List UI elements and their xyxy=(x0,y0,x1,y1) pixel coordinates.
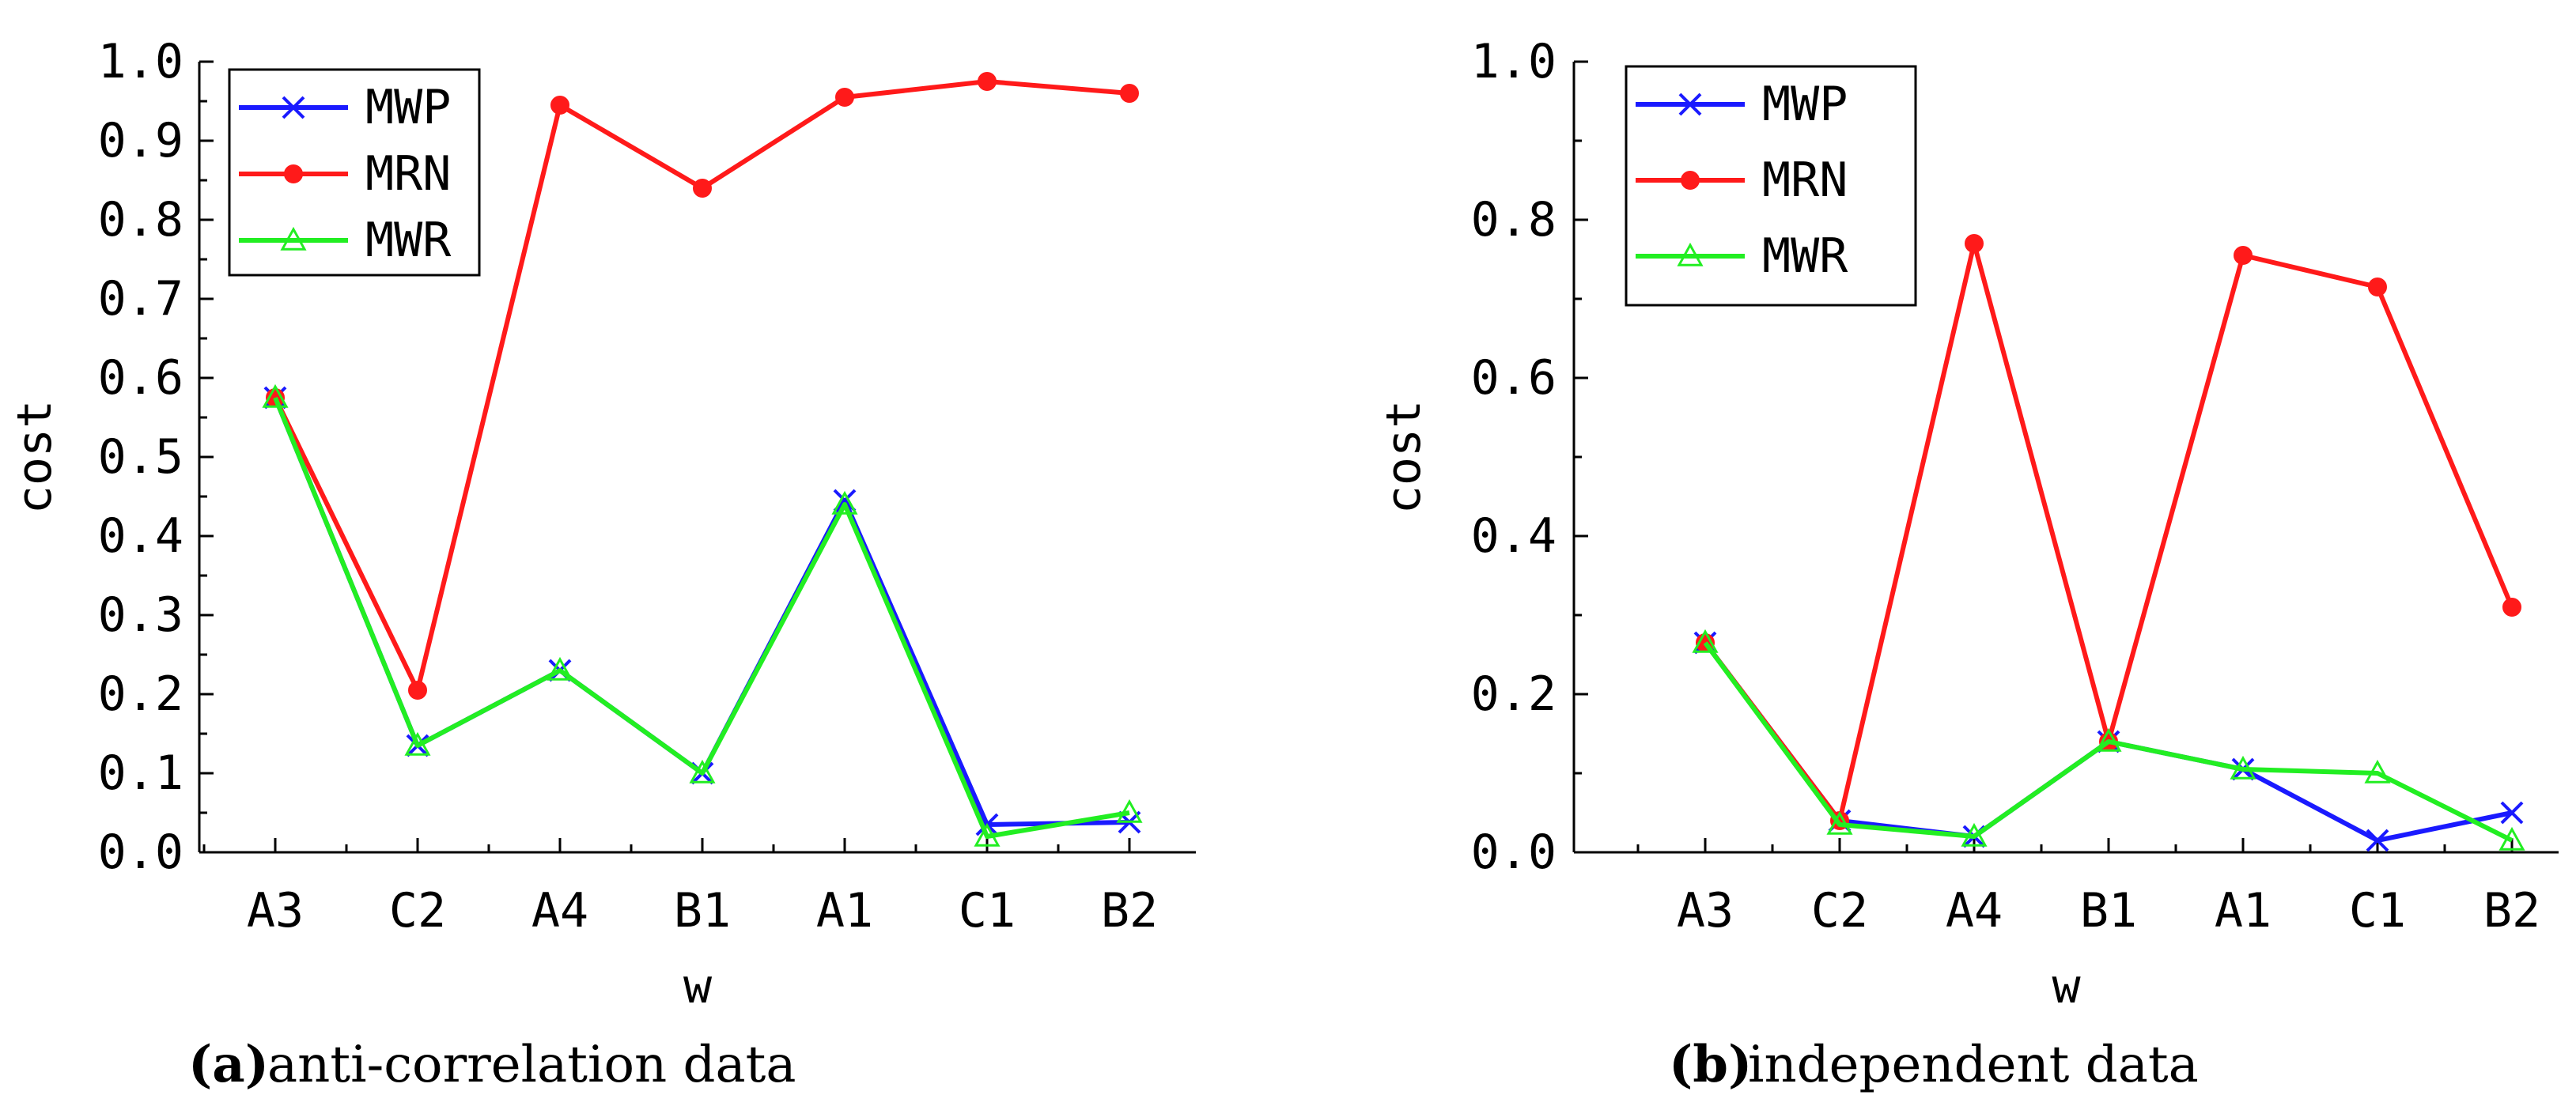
x-tick-label: A1 xyxy=(816,883,873,938)
chart-panel-b: 0.0 0.2 0.4 0.6 0.8 1.0 A3 C2 A4 B1 A1 C1 B2 w cost MWP… xyxy=(1376,34,2559,1094)
data-point xyxy=(831,490,858,515)
legend: MWP MRN MWR xyxy=(228,68,481,277)
data-point xyxy=(2368,278,2387,296)
legend-marker-mwp xyxy=(282,96,305,119)
data-point xyxy=(2234,246,2253,265)
legend-label-mwp: MWP xyxy=(365,80,451,135)
data-point xyxy=(2230,755,2256,780)
legend-marker-mwr xyxy=(280,226,307,251)
legend-marker-mrn xyxy=(284,164,303,183)
data-point xyxy=(978,72,997,91)
data-point xyxy=(1116,799,1143,823)
caption-letter: (b) xyxy=(1669,1035,1752,1094)
x-axis-title: w xyxy=(683,959,713,1014)
data-point xyxy=(1965,234,1984,253)
series-line xyxy=(273,396,1130,839)
caption-text: independent data xyxy=(1748,1036,2199,1094)
data-point xyxy=(2364,759,2391,783)
y-tick-label: 0.6 xyxy=(1471,350,1557,406)
legend: MWP MRN MWR xyxy=(1625,65,1917,307)
y-axis-title: cost xyxy=(1376,400,1432,515)
data-point xyxy=(408,681,427,700)
data-point xyxy=(2095,727,2122,752)
y-tick-label: 0.2 xyxy=(1471,666,1557,722)
y-tick-label: 0.7 xyxy=(98,271,183,327)
data-point xyxy=(2500,801,2524,825)
y-tick-label: 0.9 xyxy=(98,113,183,168)
x-tick-label: C2 xyxy=(389,883,446,938)
x-tick-label: A4 xyxy=(1946,883,2003,938)
legend-label-mwr: MWR xyxy=(365,213,452,268)
data-point xyxy=(1692,629,1719,653)
legend-marker-mwp xyxy=(1678,93,1702,116)
data-point xyxy=(693,179,712,198)
y-tick-label: 0.4 xyxy=(1471,508,1557,564)
series-mwr xyxy=(262,383,1143,847)
x-tick-label: C1 xyxy=(2349,883,2406,938)
data-point xyxy=(1120,84,1139,103)
x-tick-label: A1 xyxy=(2215,883,2271,938)
data-point xyxy=(835,88,854,107)
x-tick-label: B1 xyxy=(674,883,731,938)
y-tick-label: 1.0 xyxy=(1471,34,1557,89)
data-point xyxy=(550,96,569,115)
legend-marker-mrn xyxy=(1681,171,1700,190)
y-tick-label: 0.1 xyxy=(98,746,183,801)
y-tick-label: 0.3 xyxy=(98,587,183,643)
y-tick-label: 0.6 xyxy=(98,350,183,406)
data-point xyxy=(547,656,573,681)
x-tick-label: A4 xyxy=(531,883,588,938)
data-point xyxy=(1826,810,1853,835)
data-point xyxy=(2366,829,2389,852)
caption-letter: (a) xyxy=(188,1035,269,1094)
x-axis-title: w xyxy=(2052,959,2081,1014)
y-tick-label: 0.0 xyxy=(98,825,183,880)
series-mwr xyxy=(1692,629,2525,851)
x-tick-label: B2 xyxy=(1101,883,1158,938)
data-point xyxy=(689,759,716,783)
legend-label-mrn: MRN xyxy=(1762,153,1848,208)
data-point xyxy=(2502,598,2521,617)
y-tick-label: 1.0 xyxy=(98,34,183,89)
data-point xyxy=(262,383,289,408)
y-tick-label: 0.4 xyxy=(98,508,183,564)
caption-text: anti-correlation data xyxy=(267,1036,796,1094)
y-tick-label: 0.2 xyxy=(98,666,183,722)
x-tick-label: A3 xyxy=(1677,883,1734,938)
data-point xyxy=(404,731,431,756)
y-tick-label: 0.8 xyxy=(1471,192,1557,247)
x-tick-label: A3 xyxy=(247,883,304,938)
data-point xyxy=(2498,826,2525,851)
series-mwp xyxy=(263,386,1141,836)
series-mrn xyxy=(266,72,1139,700)
y-tick-label: 0.8 xyxy=(98,192,183,247)
x-tick-label: B1 xyxy=(2080,883,2137,938)
legend-label-mwp: MWP xyxy=(1762,77,1848,132)
legend-label-mrn: MRN xyxy=(365,146,451,202)
x-tick-label: C2 xyxy=(1811,883,1868,938)
x-tick-label: B2 xyxy=(2483,883,2540,938)
y-tick-label: 0.0 xyxy=(1471,825,1557,880)
data-point xyxy=(974,822,1001,847)
y-axis-title: cost xyxy=(7,400,62,515)
legend-label-mwr: MWR xyxy=(1762,228,1848,284)
x-tick-label: C1 xyxy=(959,883,1016,938)
legend-marker-mwr xyxy=(1677,242,1704,266)
chart-panel-a: 0.0 0.1 0.2 0.3 0.4 0.5 0.6 0.7 0.8 0.9 1.0 A3 C2 A4 B… xyxy=(7,34,1196,1094)
series-line xyxy=(1703,641,2514,843)
y-tick-label: 0.5 xyxy=(98,429,183,485)
data-point xyxy=(1961,822,1988,847)
